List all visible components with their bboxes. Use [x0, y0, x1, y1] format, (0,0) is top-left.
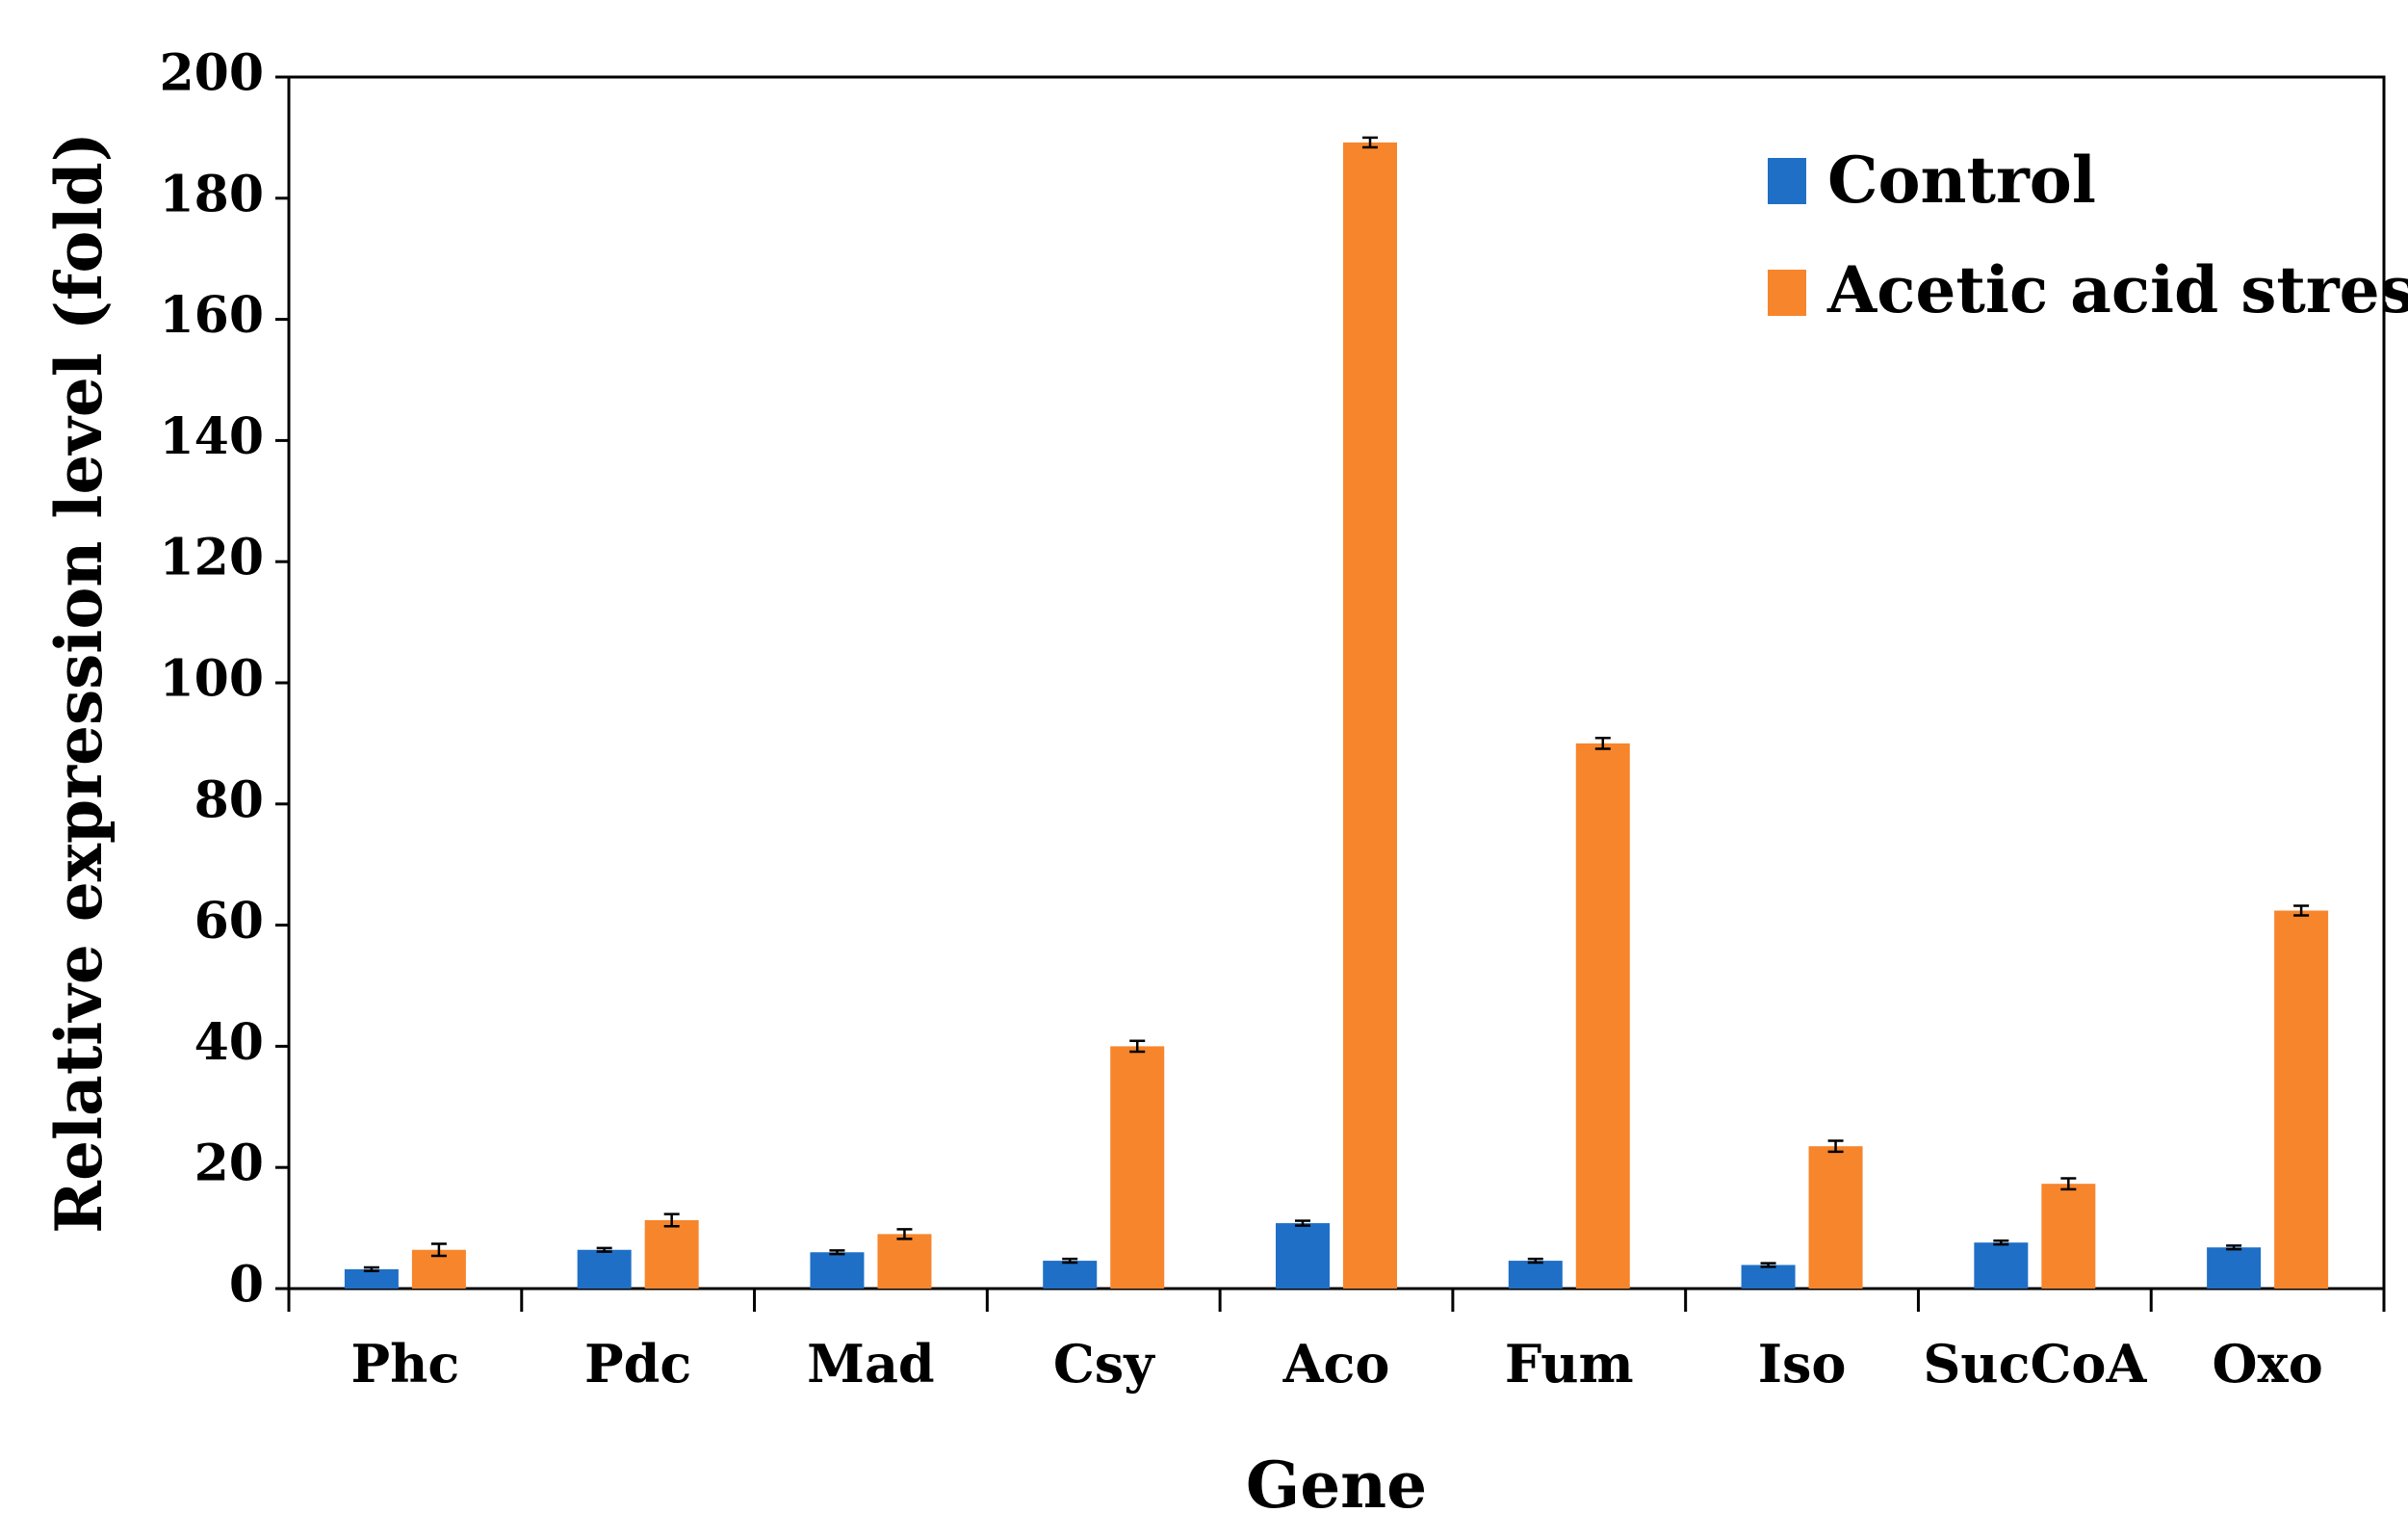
y-tick-label: 80 — [194, 770, 264, 829]
y-tick-label: 140 — [159, 407, 264, 466]
y-axis: 0 20 40 60 80 100 120 140 160 180 200 — [159, 44, 289, 1315]
y-tick-label: 0 — [229, 1256, 264, 1315]
bar-control-oxo — [2207, 1247, 2262, 1289]
error-bar — [363, 1265, 379, 1273]
bar-acetic-acid-stress-oxo — [2274, 910, 2329, 1289]
error-bar — [1827, 1139, 1844, 1154]
bar-control-fum — [1508, 1261, 1563, 1289]
y-tick-label: 100 — [159, 650, 264, 709]
error-bars — [363, 136, 2310, 1273]
error-bar — [596, 1246, 612, 1253]
x-axis: Phc Pdc Mad Csy Aco Fum Iso SucCoA Oxo — [287, 1289, 2386, 1395]
y-tick-label: 120 — [159, 529, 264, 587]
bar-control-phc — [344, 1268, 399, 1289]
bar-acetic-acid-stress-pdc — [644, 1219, 699, 1289]
x-tick-label: Csy — [1053, 1333, 1155, 1395]
x-axis-title: Gene — [1246, 1448, 1427, 1523]
bar-control-csy — [1043, 1261, 1098, 1289]
error-bar — [2226, 1244, 2242, 1251]
legend-swatch-acetic-acid-stress — [1768, 270, 1806, 316]
x-tick-label: Aco — [1282, 1333, 1390, 1395]
bar-control-succoa — [1974, 1242, 2029, 1289]
x-tick-label: Iso — [1758, 1333, 1847, 1395]
x-tick-label: Pdc — [584, 1333, 691, 1395]
legend: Control Acetic acid stress — [1768, 143, 2408, 327]
error-bar — [829, 1249, 845, 1256]
error-bar — [663, 1213, 680, 1228]
bar-control-iso — [1741, 1265, 1796, 1289]
y-tick-label: 60 — [194, 892, 264, 951]
error-bar — [430, 1242, 447, 1258]
error-bar — [1062, 1257, 1078, 1265]
bar-acetic-acid-stress-iso — [1808, 1146, 1863, 1289]
bar-control-aco — [1276, 1223, 1330, 1289]
error-bar — [2293, 904, 2310, 917]
x-tick-label: Mad — [807, 1333, 935, 1395]
error-bar — [896, 1228, 913, 1240]
y-tick-label: 40 — [194, 1013, 264, 1072]
x-tick-label: Oxo — [2212, 1333, 2322, 1395]
x-tick-label: Fum — [1505, 1333, 1634, 1395]
error-bar — [1527, 1257, 1543, 1265]
bar-acetic-acid-stress-fum — [1575, 743, 1630, 1289]
bar-control-pdc — [577, 1249, 632, 1289]
legend-swatch-control — [1768, 158, 1806, 204]
error-bar — [1760, 1262, 1776, 1268]
legend-label-control: Control — [1827, 143, 2096, 218]
y-axis-title: Relative expression level (fold) — [41, 132, 117, 1234]
y-tick-label: 200 — [159, 44, 264, 103]
y-tick-label: 180 — [159, 165, 264, 223]
error-bar — [1993, 1239, 2009, 1246]
x-tick-label: SucCoA — [1923, 1333, 2147, 1395]
error-bar — [1129, 1039, 1146, 1054]
error-bar — [1295, 1219, 1310, 1227]
bar-acetic-acid-stress-succoa — [2041, 1184, 2096, 1289]
error-bar — [1594, 736, 1611, 750]
bar-control-mad — [810, 1252, 865, 1289]
y-tick-label: 20 — [194, 1135, 264, 1193]
bar-acetic-acid-stress-csy — [1110, 1046, 1165, 1289]
bar-acetic-acid-stress-aco — [1343, 142, 1397, 1289]
error-bar — [2060, 1177, 2077, 1191]
legend-label-acetic-acid-stress: Acetic acid stress — [1826, 252, 2408, 327]
x-tick-label: Phc — [351, 1333, 460, 1395]
bar-acetic-acid-stress-mad — [877, 1234, 932, 1289]
error-bar — [1362, 136, 1378, 149]
y-tick-label: 160 — [159, 286, 264, 345]
bars — [344, 142, 2329, 1289]
